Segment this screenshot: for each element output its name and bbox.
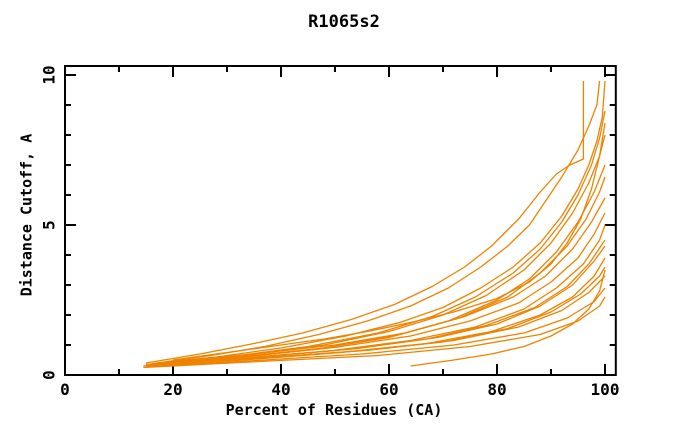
x-tick-label: 60 — [379, 380, 398, 399]
model-curve-12 — [162, 245, 606, 364]
x-tick-label: 20 — [163, 380, 182, 399]
model-curve-17 — [143, 296, 606, 369]
model-curve-2 — [156, 80, 601, 364]
x-tick-label: 0 — [60, 380, 70, 399]
y-tick-label: 10 — [40, 65, 59, 84]
plot-content: 0 20 40 60 80 100 0 5 10 — [40, 65, 620, 399]
model-curve-16 — [145, 287, 606, 368]
model-curve-3 — [151, 80, 606, 365]
model-curve-9 — [156, 212, 606, 364]
x-axis-label: Percent of Residues (CA) — [226, 401, 443, 419]
model-curve-4 — [145, 110, 606, 366]
model-curve-8 — [167, 197, 606, 363]
model-curve-1 — [145, 81, 585, 364]
plot-title: R1065s2 — [308, 12, 380, 32]
model-curve-19 — [172, 122, 606, 361]
x-tick-label: 40 — [271, 380, 290, 399]
y-axis-label: Distance Cutoff, A — [18, 134, 36, 297]
y-tick-label: 0 — [40, 370, 59, 380]
y-tick-label: 5 — [40, 220, 59, 230]
model-curve-15 — [156, 275, 606, 365]
x-tick-label: 80 — [487, 380, 506, 399]
x-tick-label: 100 — [591, 380, 620, 399]
model-curve-5 — [162, 134, 606, 364]
plot-frame — [64, 65, 617, 376]
model-curve-18 — [410, 269, 606, 367]
